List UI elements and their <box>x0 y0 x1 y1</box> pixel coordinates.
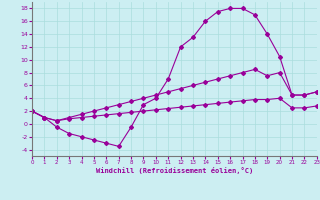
X-axis label: Windchill (Refroidissement éolien,°C): Windchill (Refroidissement éolien,°C) <box>96 167 253 174</box>
